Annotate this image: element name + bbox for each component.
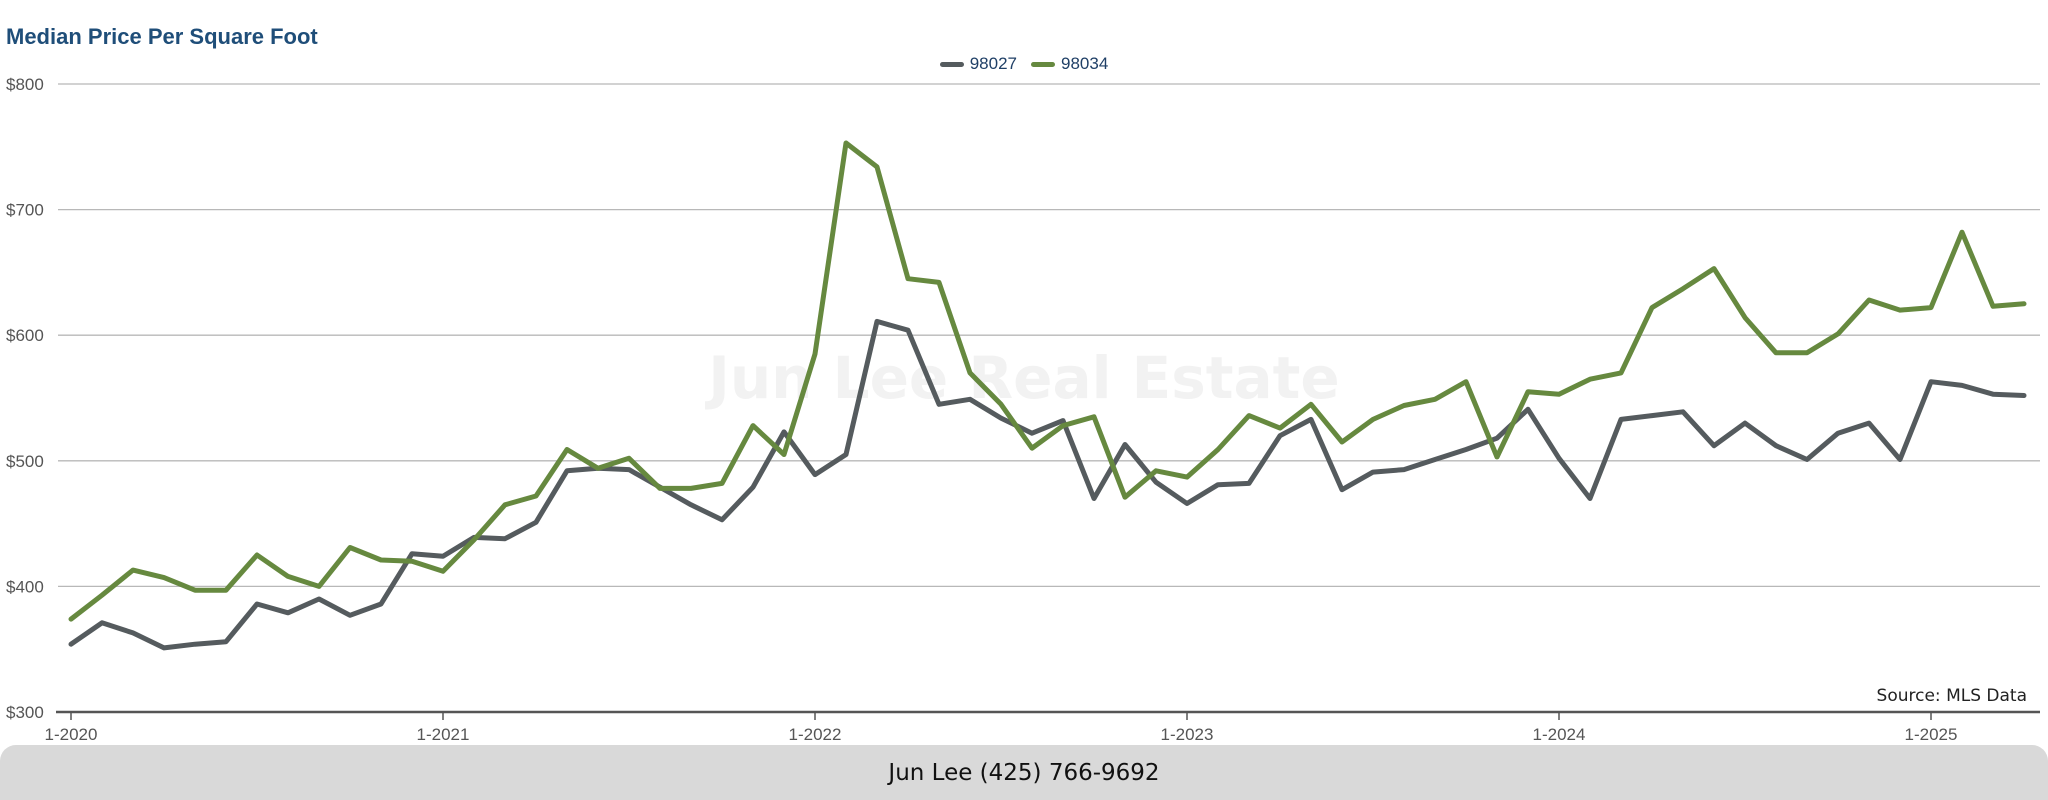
legend-swatch-98027 — [939, 61, 964, 67]
legend-label-98034: 98034 — [1061, 54, 1109, 73]
y-tick-label: $600 — [6, 326, 44, 345]
y-tick-label: $700 — [6, 201, 44, 220]
chart-legend: 98027 98034 — [0, 54, 2048, 74]
legend-label-98027: 98027 — [969, 54, 1017, 73]
footer-contact: Jun Lee (425) 766-9692 — [888, 759, 1160, 786]
x-tick-label: 1-2025 — [1905, 725, 1958, 744]
source-annotation: Source: MLS Data — [1876, 686, 2027, 706]
legend-item-98034[interactable]: 98034 — [1031, 54, 1108, 74]
series-line-98027 — [68, 318, 2027, 651]
x-tick-label: 1-2021 — [417, 725, 470, 744]
x-tick-label: 1-2023 — [1161, 725, 1214, 744]
footer-bar: Jun Lee (425) 766-9692 — [0, 745, 2048, 800]
y-tick-label: $800 — [6, 75, 44, 94]
x-tick-label: 1-2020 — [45, 725, 98, 744]
legend-swatch-98034 — [1031, 61, 1055, 67]
x-tick-label: 1-2022 — [789, 725, 842, 744]
legend-item-98027[interactable]: 98027 — [939, 54, 1017, 74]
y-tick-label: $400 — [6, 577, 44, 596]
series-line-98034 — [68, 140, 2027, 622]
y-tick-label: $300 — [6, 703, 44, 722]
chart-plot: $300 $400 $500 $600 $700 $800 1-2020 1-2021 1-20… — [6, 75, 2040, 744]
chart-title: Median Price Per Square Foot — [6, 24, 318, 49]
x-tick-label: 1-2024 — [1533, 725, 1586, 744]
y-tick-label: $500 — [6, 452, 44, 471]
